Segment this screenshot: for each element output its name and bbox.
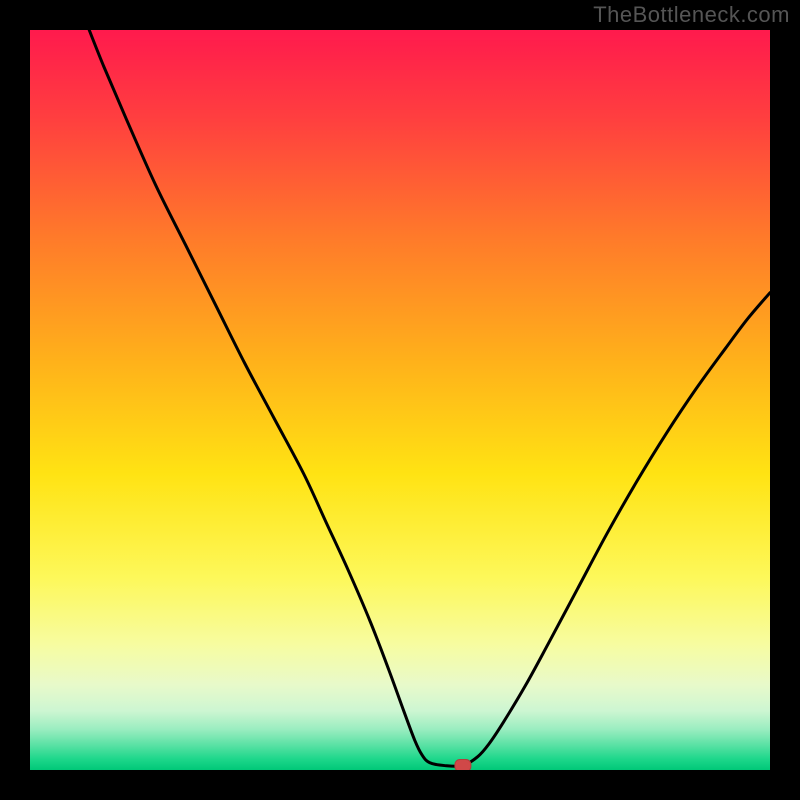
chart-background [30, 30, 770, 770]
watermark-text: TheBottleneck.com [593, 2, 790, 28]
chart-svg [30, 30, 770, 770]
optimum-marker [455, 760, 471, 770]
bottleneck-chart [30, 30, 770, 770]
